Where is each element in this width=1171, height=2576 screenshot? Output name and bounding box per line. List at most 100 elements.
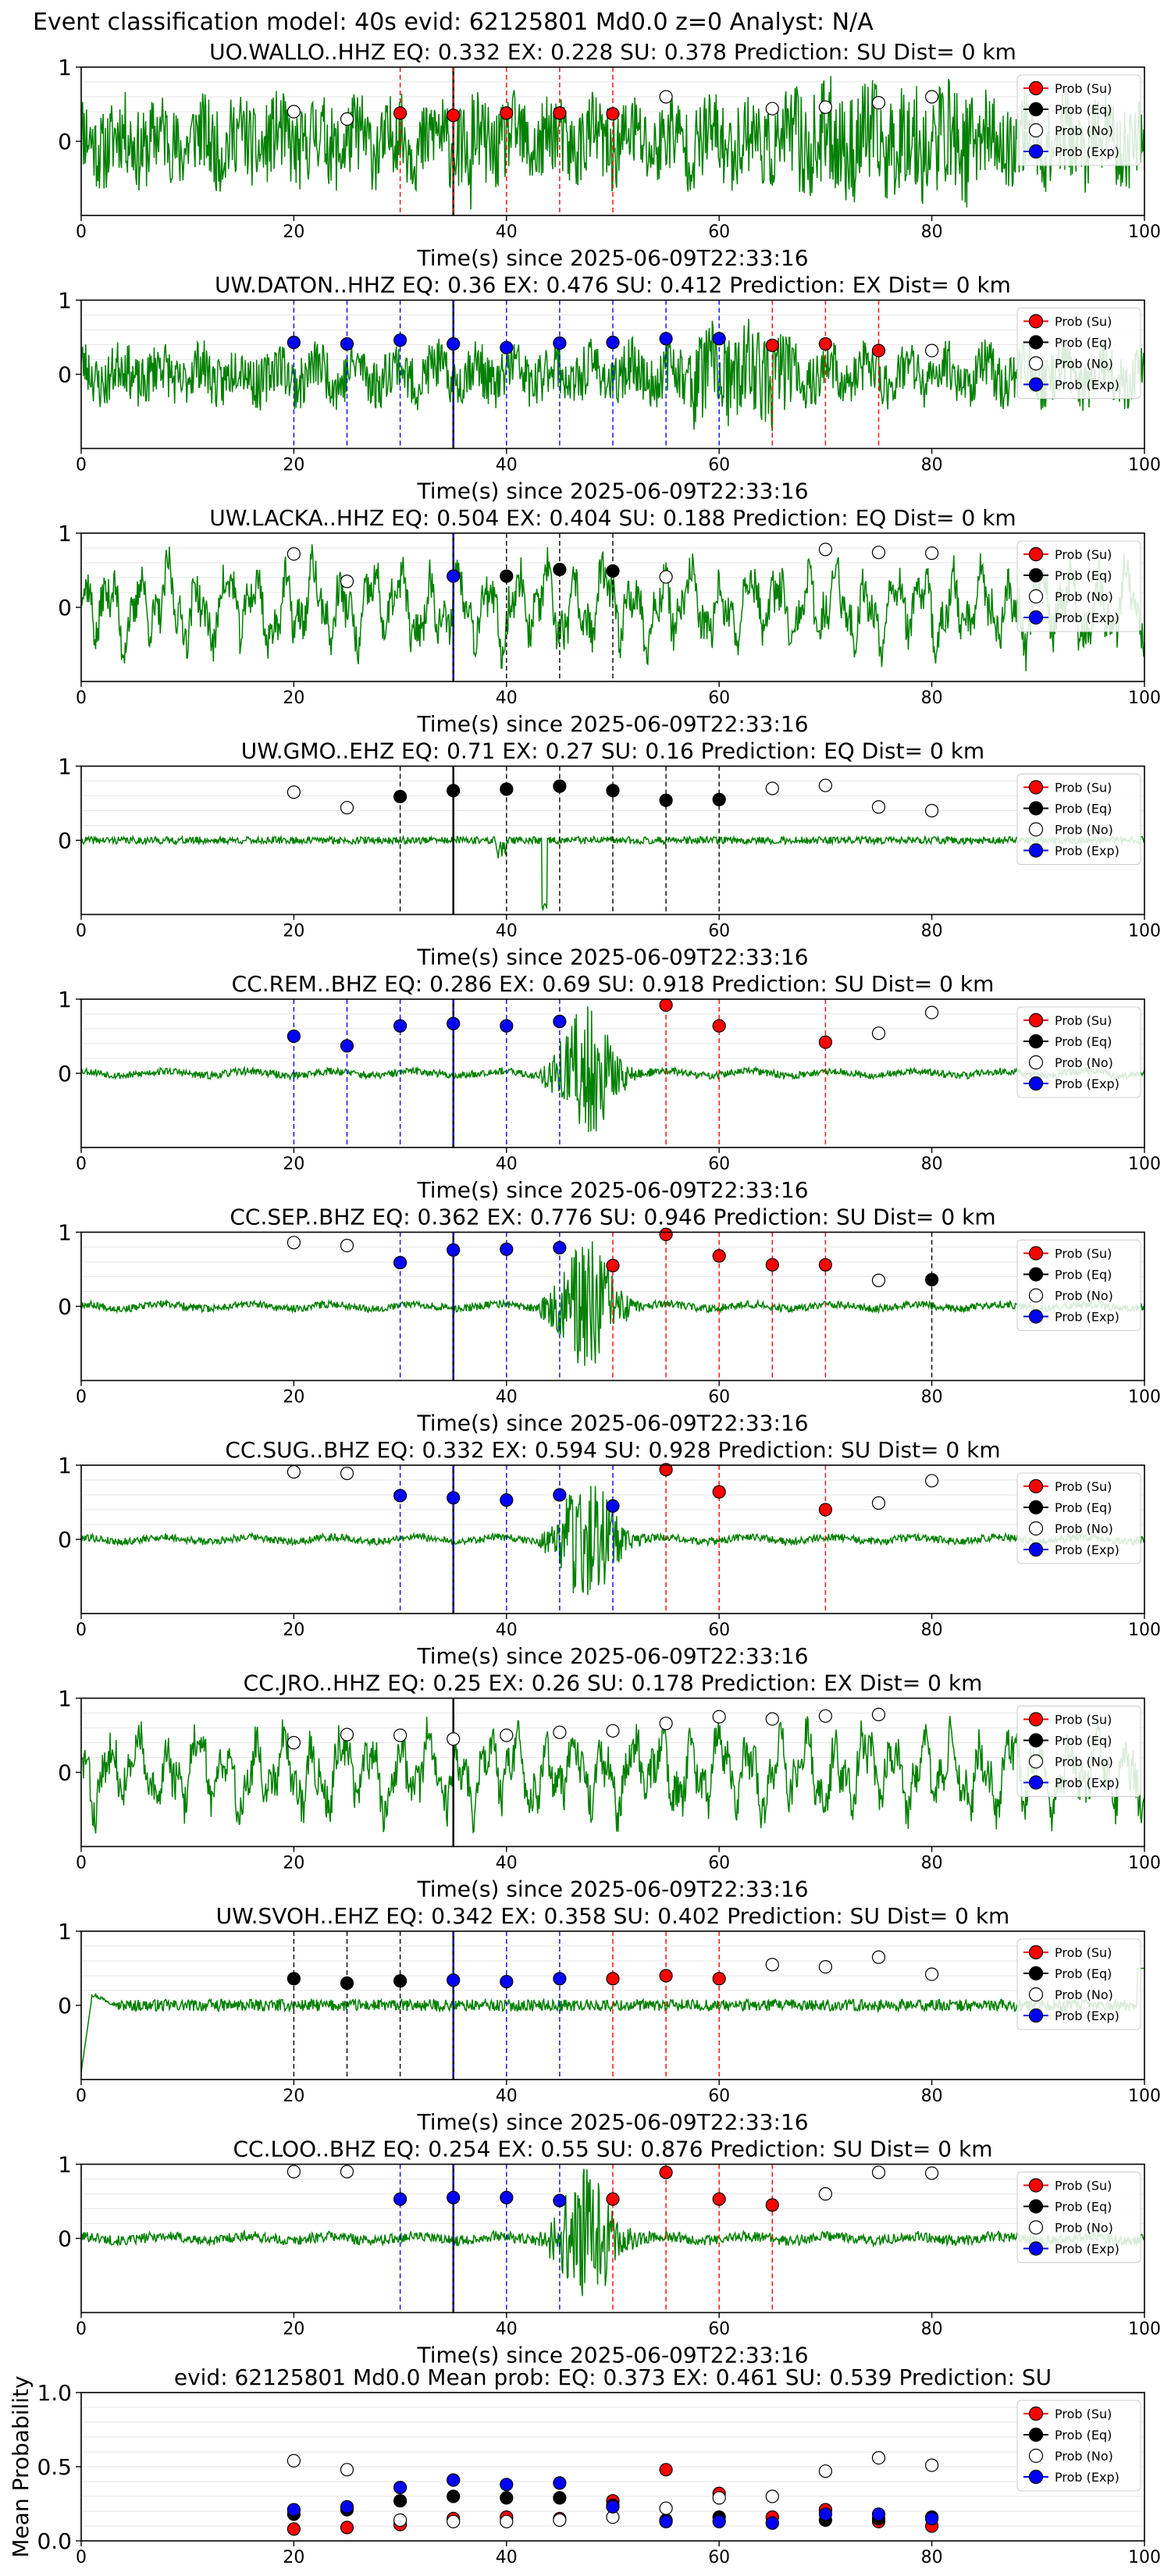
legend-marker (1028, 2199, 1044, 2214)
y-tick-label: 0 (58, 1294, 72, 1320)
mean-probability-panel: evid: 62125801 Md0.0 Mean prob: EQ: 0.37… (8, 2364, 1161, 2567)
y-tick-label: 1 (58, 1919, 72, 1944)
seismic-waveform (81, 544, 1144, 671)
legend-label: Prob (Eq) (1055, 1268, 1112, 1283)
probability-point-exp (393, 2192, 408, 2206)
mean-point (924, 2458, 939, 2472)
mean-point (924, 2511, 939, 2526)
mean-point (765, 2489, 779, 2503)
y-tick-label: 0 (58, 1993, 72, 2019)
legend-marker (1028, 144, 1044, 159)
x-axis-label: Time(s) since 2025-06-09T22:33:16 (416, 245, 808, 271)
mean-point (553, 2513, 567, 2527)
probability-point-no (553, 1725, 567, 1739)
probability-point-no (871, 1496, 886, 1510)
probability-point-exp (500, 1493, 514, 1507)
panel-title: CC.REM..BHZ EQ: 0.286 EX: 0.69 SU: 0.918… (232, 971, 995, 997)
mean-point (340, 2500, 354, 2514)
y-tick-label: 1 (58, 521, 72, 546)
probability-point-su (606, 1258, 620, 1272)
legend-marker (1028, 1034, 1044, 1049)
legend-box (1016, 2172, 1141, 2263)
mean-point (447, 2514, 461, 2528)
probability-point-exp (500, 340, 514, 354)
station-panel: UW.GMO..EHZ EQ: 0.71 EX: 0.27 SU: 0.16 P… (58, 738, 1161, 970)
x-tick-label: 20 (283, 922, 304, 941)
x-tick-label: 100 (1128, 2320, 1161, 2339)
legend-label: Prob (Exp) (1055, 378, 1119, 393)
legend-marker (1028, 780, 1044, 795)
x-tick-label: 100 (1128, 1621, 1161, 1640)
panel-title: UW.GMO..EHZ EQ: 0.71 EX: 0.27 SU: 0.16 P… (241, 738, 984, 764)
probability-point-exp (500, 2190, 514, 2204)
legend-box (1016, 1472, 1141, 1564)
y-tick-label: 0 (58, 129, 72, 155)
panel-title: evid: 62125801 Md0.0 Mean prob: EQ: 0.37… (174, 2364, 1052, 2390)
legend-label: Prob (Su) (1055, 1713, 1112, 1727)
probability-point-no (659, 90, 673, 104)
x-tick-label: 80 (921, 688, 943, 708)
probability-point-no (287, 785, 301, 799)
probability-point-eq (500, 569, 514, 583)
x-tick-label: 80 (921, 1854, 943, 1873)
legend-label: Prob (No) (1055, 1755, 1113, 1770)
legend-label: Prob (No) (1055, 1055, 1113, 1070)
y-tick-label: 1.0 (37, 2380, 72, 2406)
probability-point-su (712, 1019, 726, 1033)
legend-label: Prob (Exp) (1055, 1310, 1119, 1325)
y-tick-label: 0.5 (37, 2454, 72, 2480)
probability-point-no (818, 2186, 833, 2201)
legend-label: Prob (Exp) (1055, 1076, 1119, 1091)
station-panel: CC.LOO..BHZ EQ: 0.254 EX: 0.55 SU: 0.876… (58, 2137, 1161, 2368)
probability-point-no (924, 1967, 939, 1981)
mean-point (871, 2451, 886, 2465)
panel-title: CC.SUG..BHZ EQ: 0.332 EX: 0.594 SU: 0.92… (225, 1437, 1000, 1463)
probability-point-no (287, 1735, 301, 1750)
x-tick-label: 20 (283, 1388, 304, 1407)
x-tick-label: 40 (496, 456, 518, 475)
probability-point-no (765, 1712, 779, 1726)
legend-marker (1028, 1076, 1044, 1091)
panel-title: CC.LOO..BHZ EQ: 0.254 EX: 0.55 SU: 0.876… (233, 2137, 993, 2162)
x-tick-label: 60 (708, 688, 730, 708)
probability-point-su (393, 106, 408, 120)
legend-marker (1028, 1012, 1044, 1028)
probability-point-no (871, 2165, 886, 2179)
probability-point-eq (500, 782, 514, 796)
panel-title: CC.JRO..HHZ EQ: 0.25 EX: 0.26 SU: 0.178 … (244, 1670, 983, 1696)
probability-point-su (765, 2198, 779, 2212)
x-tick-label: 100 (1128, 688, 1161, 708)
y-axis-label: Mean Probability (8, 2375, 34, 2557)
mean-point (818, 2464, 833, 2478)
legend-marker (1028, 2448, 1044, 2464)
y-tick-label: 1 (58, 754, 72, 780)
probability-point-no (924, 1005, 939, 1019)
mean-point (340, 2521, 354, 2535)
x-tick-label: 0 (76, 688, 87, 708)
probability-point-eq (287, 1972, 301, 1986)
x-axis-label: Time(s) since 2025-06-09T22:33:16 (416, 1411, 808, 1436)
legend-label: Prob (Su) (1055, 1247, 1112, 1261)
x-tick-label: 80 (921, 2548, 943, 2567)
legend-label: Prob (Su) (1055, 1479, 1112, 1494)
x-tick-label: 20 (283, 222, 304, 242)
seismic-waveform (81, 1006, 1144, 1133)
mean-point (553, 2491, 567, 2505)
probability-point-no (287, 1236, 301, 1250)
legend-marker (1028, 610, 1044, 625)
probability-point-exp (606, 336, 620, 350)
x-tick-label: 80 (921, 456, 943, 475)
legend-label: Prob (Exp) (1055, 844, 1119, 859)
legend-label: Prob (Eq) (1055, 1966, 1112, 1981)
legend-marker (1028, 2427, 1044, 2443)
x-tick-label: 0 (76, 1155, 87, 1174)
probability-point-exp (553, 2194, 567, 2208)
probability-point-no (659, 570, 673, 584)
x-tick-label: 100 (1128, 1854, 1161, 1873)
legend-label: Prob (No) (1055, 2221, 1113, 2236)
mean-point (500, 2478, 514, 2492)
legend-label: Prob (Su) (1055, 2407, 1112, 2421)
legend-label: Prob (No) (1055, 2449, 1113, 2464)
x-tick-label: 80 (921, 2087, 943, 2106)
x-axis-label: Time(s) since 2025-06-09T22:33:16 (416, 479, 808, 504)
